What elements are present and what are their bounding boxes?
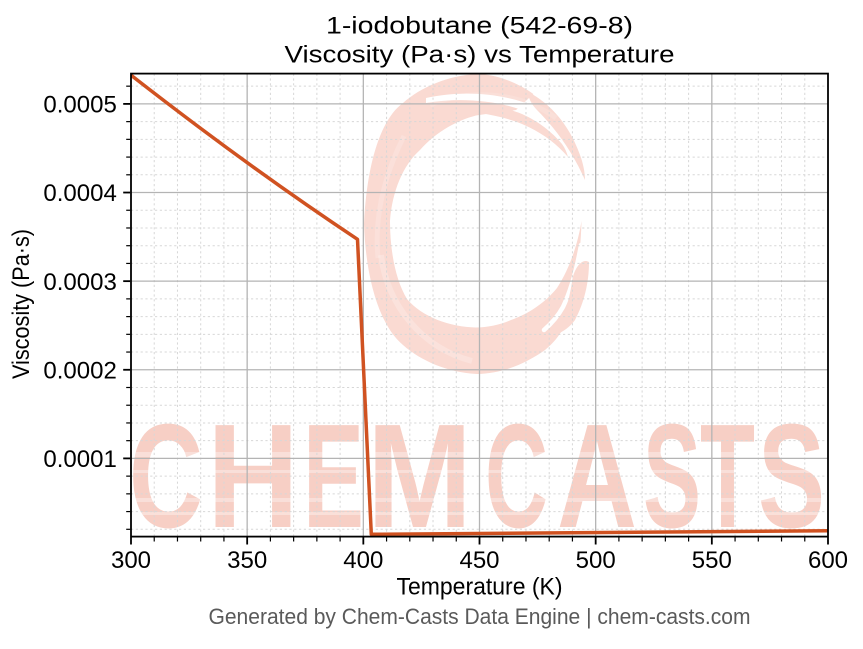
- svg-text:500: 500: [576, 547, 616, 574]
- svg-text:Viscosity (Pa·s) vs Temperatur: Viscosity (Pa·s) vs Temperature: [285, 41, 675, 68]
- svg-text:400: 400: [343, 547, 383, 574]
- svg-text:450: 450: [459, 547, 499, 574]
- svg-text:350: 350: [227, 547, 267, 574]
- svg-text:0.0004: 0.0004: [43, 180, 116, 207]
- svg-text:Viscosity (Pa·s): Viscosity (Pa·s): [8, 229, 35, 379]
- svg-text:0.0003: 0.0003: [43, 269, 116, 296]
- svg-text:0.0002: 0.0002: [43, 358, 116, 385]
- svg-text:S: S: [643, 394, 701, 559]
- svg-text:Temperature (K): Temperature (K): [397, 574, 563, 601]
- svg-text:300: 300: [111, 547, 151, 574]
- svg-text:1-iodobutane (542-69-8): 1-iodobutane (542-69-8): [326, 13, 633, 40]
- svg-text:Generated by Chem-Casts Data E: Generated by Chem-Casts Data Engine | ch…: [209, 604, 751, 629]
- svg-text:600: 600: [808, 547, 848, 574]
- svg-text:S: S: [758, 394, 825, 559]
- svg-text:550: 550: [692, 547, 732, 574]
- svg-text:0.0001: 0.0001: [43, 446, 116, 473]
- svg-text:0.0005: 0.0005: [43, 92, 116, 119]
